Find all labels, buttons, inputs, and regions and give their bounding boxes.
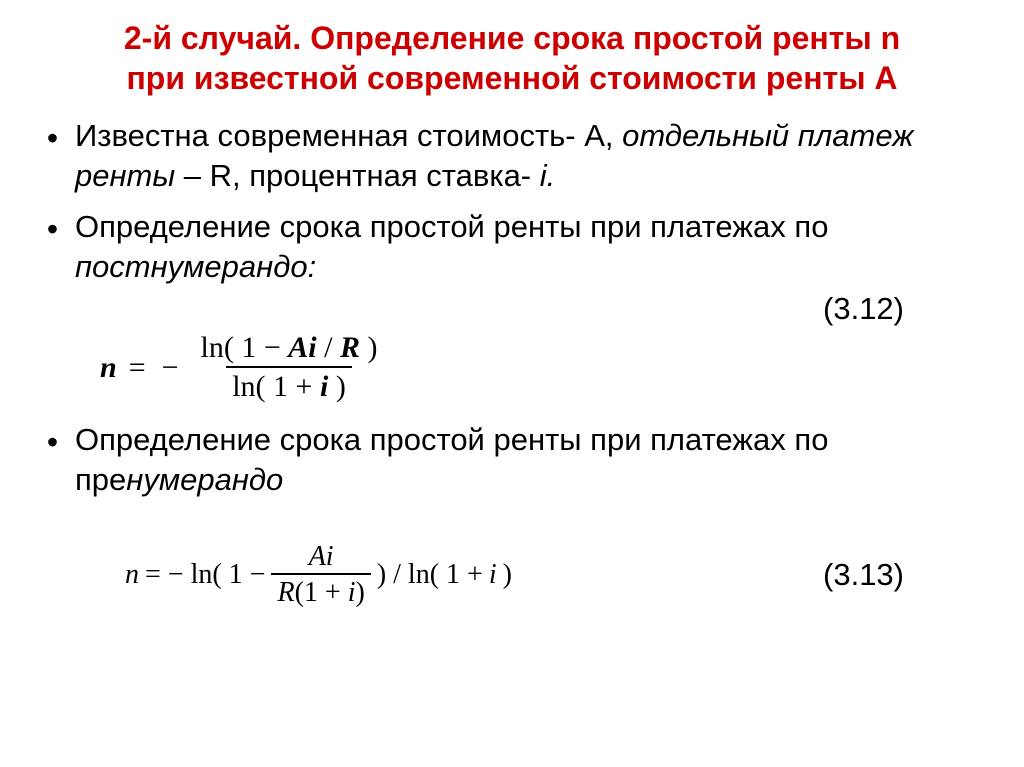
bullet-text-3: Определение срока простой ренты при плат… — [75, 420, 994, 501]
fraction-2: Ai R(1 + i) — [271, 541, 370, 609]
equation-number-2: (3.13) — [823, 557, 904, 593]
bullet-item-3: • Определение срока простой ренты при пл… — [30, 420, 994, 501]
formula-1: n = − ln( 1 − Ai / R ) ln( 1 + i ) — [30, 331, 994, 404]
title-line-1: 2-й случай. Определение срока простой ре… — [124, 20, 900, 56]
formula-2: n = − ln( 1 − Ai R(1 + i) ) / ln( 1 + i … — [125, 541, 512, 609]
bullet-item-1: • Известна современная стоимость- А, отд… — [30, 116, 994, 197]
formula-2-row: n = − ln( 1 − Ai R(1 + i) ) / ln( 1 + i … — [30, 541, 994, 609]
slide-title: 2-й случай. Определение срока простой ре… — [30, 18, 994, 98]
var-n: n — [100, 351, 117, 385]
bullet-dot: • — [30, 207, 75, 251]
bullet-text-2: Определение срока простой ренты при плат… — [75, 207, 994, 288]
bullet-dot: • — [30, 116, 75, 160]
bullet-dot: • — [30, 420, 75, 464]
var-n: n — [125, 559, 139, 591]
fraction-1: ln( 1 − Ai / R ) ln( 1 + i ) — [195, 331, 384, 404]
bullet-text-1: Известна современная стоимость- А, отдел… — [75, 116, 994, 197]
title-line-2: при известной современной стоимости рент… — [126, 60, 897, 96]
bullet-item-2: • Определение срока простой ренты при пл… — [30, 207, 994, 288]
equation-number-1: (3.12) — [30, 291, 994, 327]
